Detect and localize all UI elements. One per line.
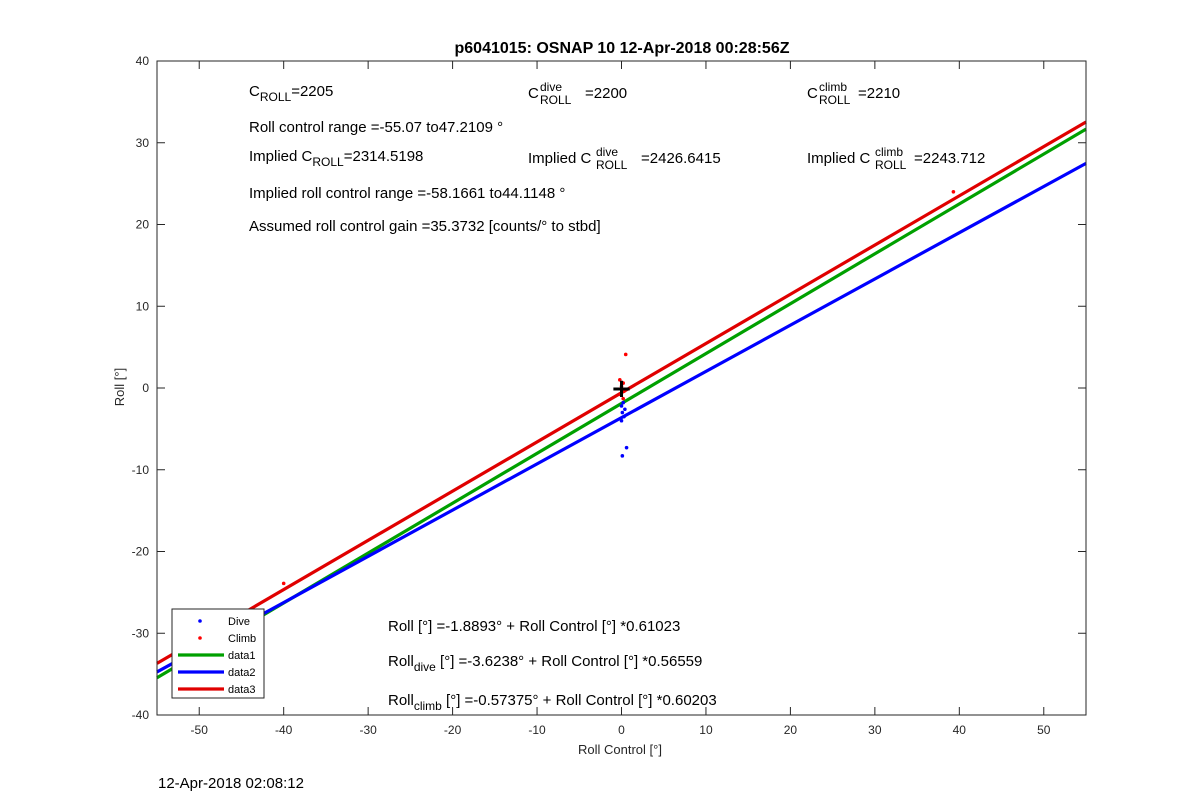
legend-marker-dive <box>198 619 202 623</box>
data-point-dive-2 <box>624 445 629 450</box>
fit-line-data2 <box>156 161 1087 674</box>
fit-line-data3 <box>156 120 1087 665</box>
data-point-dive-6 <box>623 407 627 412</box>
annotation-c-dive-sub: ROLL <box>540 93 572 107</box>
x-tick-label: 20 <box>784 723 798 737</box>
legend-label-data3: data3 <box>228 684 256 696</box>
plot-area: + <box>156 61 1087 715</box>
axes: -50 -40 -30 -20 -10 0 10 20 30 40 50 -40 -30 -20 -10 0 1… <box>132 54 1087 737</box>
data-point-climb-7 <box>618 392 623 397</box>
x-tick-label: -20 <box>444 723 462 737</box>
annotation-c-climb: C <box>807 85 818 102</box>
data-point-dive-7 <box>619 404 624 408</box>
x-tick-label: 10 <box>699 723 713 737</box>
fit-all-equation: Roll [°] =-1.8893° + Roll Control [°] *0… <box>388 618 680 635</box>
data-point-climb-0 <box>281 581 286 586</box>
timestamp: 12-Apr-2018 02:08:12 <box>158 775 304 792</box>
data-point-climb-8 <box>621 396 625 401</box>
legend-label-data1: data1 <box>228 650 256 662</box>
data-point-dive-4 <box>622 414 626 419</box>
annotation-implied-dive: Implied C <box>528 150 592 167</box>
data-point-dive-8 <box>621 400 625 405</box>
annotation-c-climb-sup: climb <box>819 80 847 94</box>
data-point-climb-5 <box>619 384 624 389</box>
data-point-climb-6 <box>622 389 626 394</box>
x-tick-label: -40 <box>275 723 293 737</box>
data-point-climb-4 <box>621 381 625 385</box>
data-point-climb-3 <box>618 378 622 382</box>
legend-label-dive: Dive <box>228 616 250 628</box>
y-tick-label: -20 <box>132 545 150 559</box>
data-point-climb-1 <box>951 190 956 194</box>
annotation-c-climb-sub: ROLL <box>819 93 851 107</box>
data-point-dive-1 <box>620 454 625 458</box>
data-point-dive-3 <box>619 418 624 423</box>
annotation-implied-c: Implied CROLL=2314.5198 <box>249 148 423 169</box>
annotation-implied-climb: Implied C <box>807 150 871 167</box>
y-tick-label: -30 <box>132 626 150 640</box>
legend: Dive Climb data1 data2 data3 <box>171 608 265 699</box>
fit-dive-equation: Rolldive [°] =-3.6238° + Roll Control [°… <box>388 653 702 674</box>
y-tick-label: 40 <box>136 54 150 68</box>
origin-marker: + <box>611 374 633 404</box>
y-tick-label: 0 <box>142 381 149 395</box>
annotation-c-climb-val: =2210 <box>858 85 900 102</box>
chart-title: p6041015: OSNAP 10 12-Apr-2018 00:28:56Z <box>455 40 790 57</box>
annotation-roll-range: Roll control range =-55.07 to47.2109 ° <box>249 119 503 136</box>
legend-label-climb: Climb <box>228 633 256 645</box>
fit-climb-equation: Rollclimb [°] =-0.57375° + Roll Control … <box>388 692 717 713</box>
legend-marker-climb <box>198 636 202 640</box>
annotation-gain: Assumed roll control gain =35.3732 [coun… <box>249 218 601 235</box>
y-tick-label: 20 <box>136 218 150 232</box>
annotation-implied-climb-sub: ROLL <box>875 158 907 172</box>
annotation-implied-climb-val: =2243.712 <box>914 150 985 167</box>
y-tick-label: -10 <box>132 463 150 477</box>
x-tick-label: -30 <box>359 723 377 737</box>
annotation-c-roll: CROLL=2205 <box>249 83 333 104</box>
x-tick-label: -10 <box>528 723 546 737</box>
x-tick-label: 40 <box>953 723 967 737</box>
data-point-climb-2 <box>623 352 628 357</box>
x-axis-label: Roll Control [°] <box>578 742 662 757</box>
x-tick-label: 50 <box>1037 723 1051 737</box>
y-tick-label: -40 <box>132 708 150 722</box>
data-point-dive-5 <box>620 410 625 415</box>
y-tick-label: 30 <box>136 136 150 150</box>
annotation-c-dive: C <box>528 85 539 102</box>
annotation-implied-dive-sub: ROLL <box>596 158 628 172</box>
annotation-c-dive-sup: dive <box>540 80 562 94</box>
x-tick-label: 30 <box>868 723 882 737</box>
legend-label-data2: data2 <box>228 667 256 679</box>
annotation-implied-range: Implied roll control range =-58.1661 to4… <box>249 185 565 202</box>
x-tick-label: -50 <box>191 723 209 737</box>
x-tick-label: 0 <box>618 723 625 737</box>
y-axis-label: Roll [°] <box>112 368 127 406</box>
y-tick-label: 10 <box>136 299 150 313</box>
annotation-implied-dive-val: =2426.6415 <box>641 150 721 167</box>
annotation-implied-dive-sup: dive <box>596 145 618 159</box>
annotation-implied-climb-sup: climb <box>875 145 903 159</box>
annotation-c-dive-val: =2200 <box>585 85 627 102</box>
